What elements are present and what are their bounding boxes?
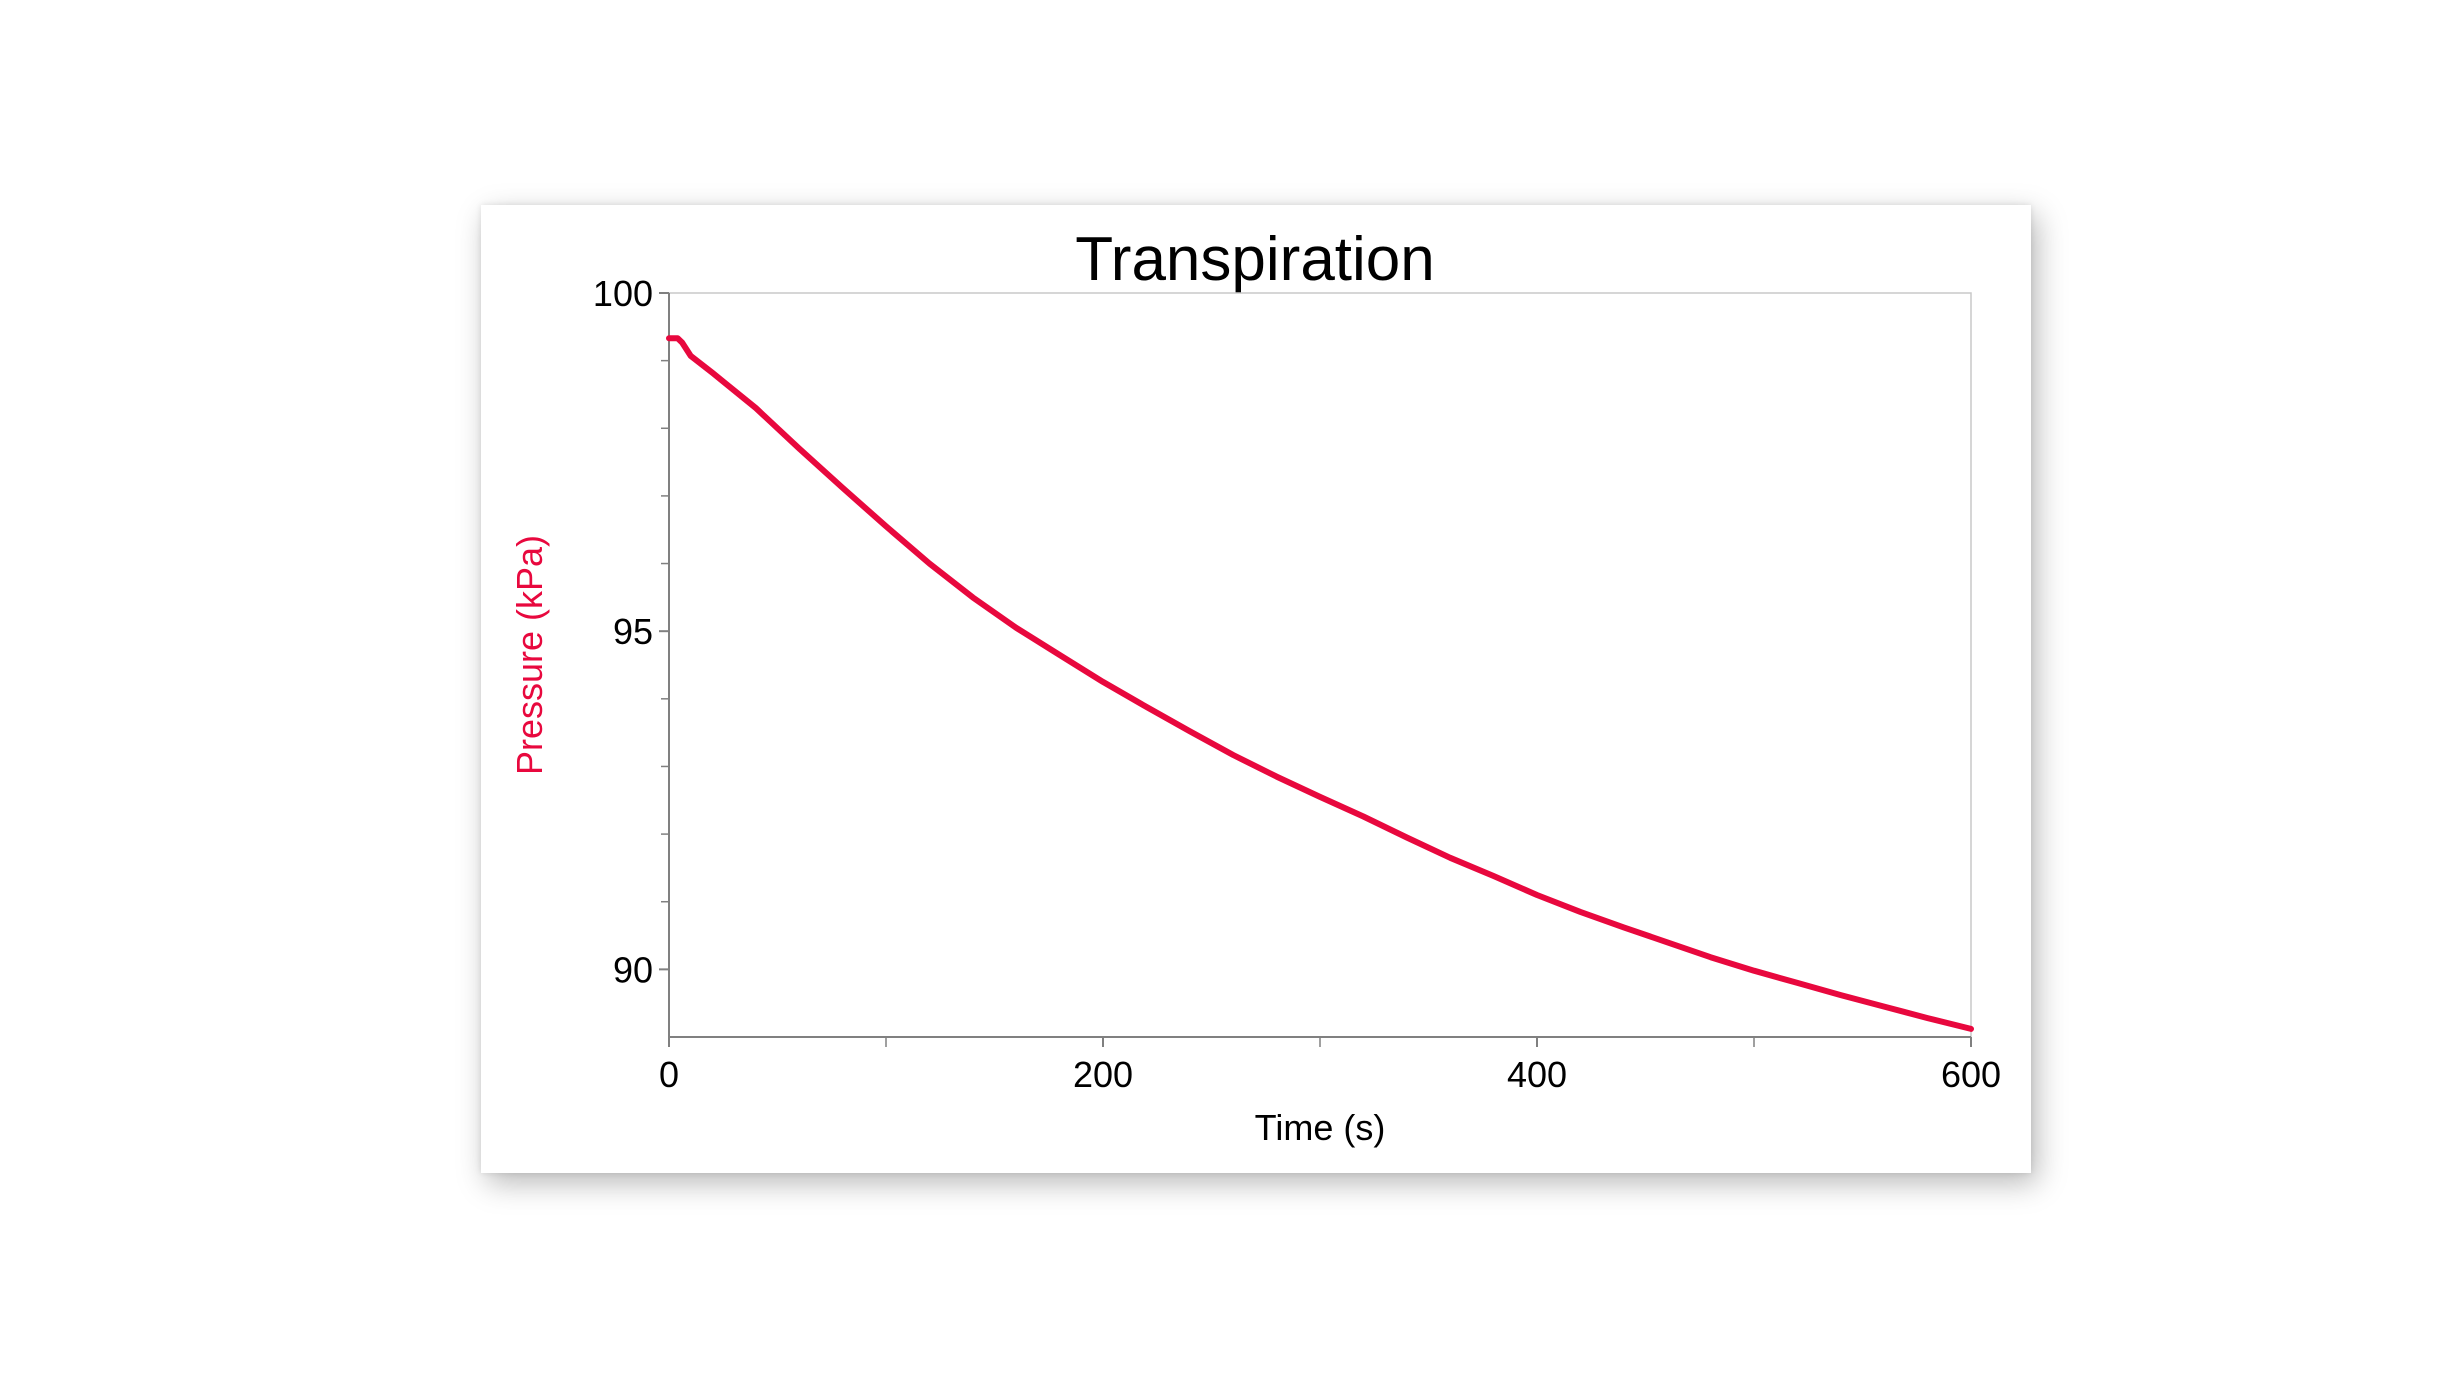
series-line-0	[666, 335, 1974, 1032]
chart-title: Transpiration	[1075, 225, 1435, 294]
y-tick-label-95: 95	[613, 611, 653, 652]
y-tick-label-100: 100	[593, 273, 653, 314]
x-tick-label-600: 600	[1941, 1054, 2001, 1095]
plot-frame	[668, 292, 1972, 1038]
x-tick-label-200: 200	[1073, 1054, 1133, 1095]
x-tick-label-400: 400	[1507, 1054, 1567, 1095]
data-series	[666, 335, 1974, 1032]
x-axis-label: Time (s)	[1255, 1107, 1386, 1148]
y-tick-label-90: 90	[613, 949, 653, 990]
transpiration-chart: Transpiration 0 200 400 600 90 95 100 Time (s)…	[509, 225, 2001, 1148]
chart-card: Transpiration 0 200 400 600 90 95 100 Time (s)…	[481, 205, 2031, 1173]
x-tick-label-0: 0	[659, 1054, 679, 1095]
y-axis-label: Pressure (kPa)	[509, 535, 550, 775]
axis-ticks: 0 200 400 600 90 95 100	[593, 273, 2001, 1095]
